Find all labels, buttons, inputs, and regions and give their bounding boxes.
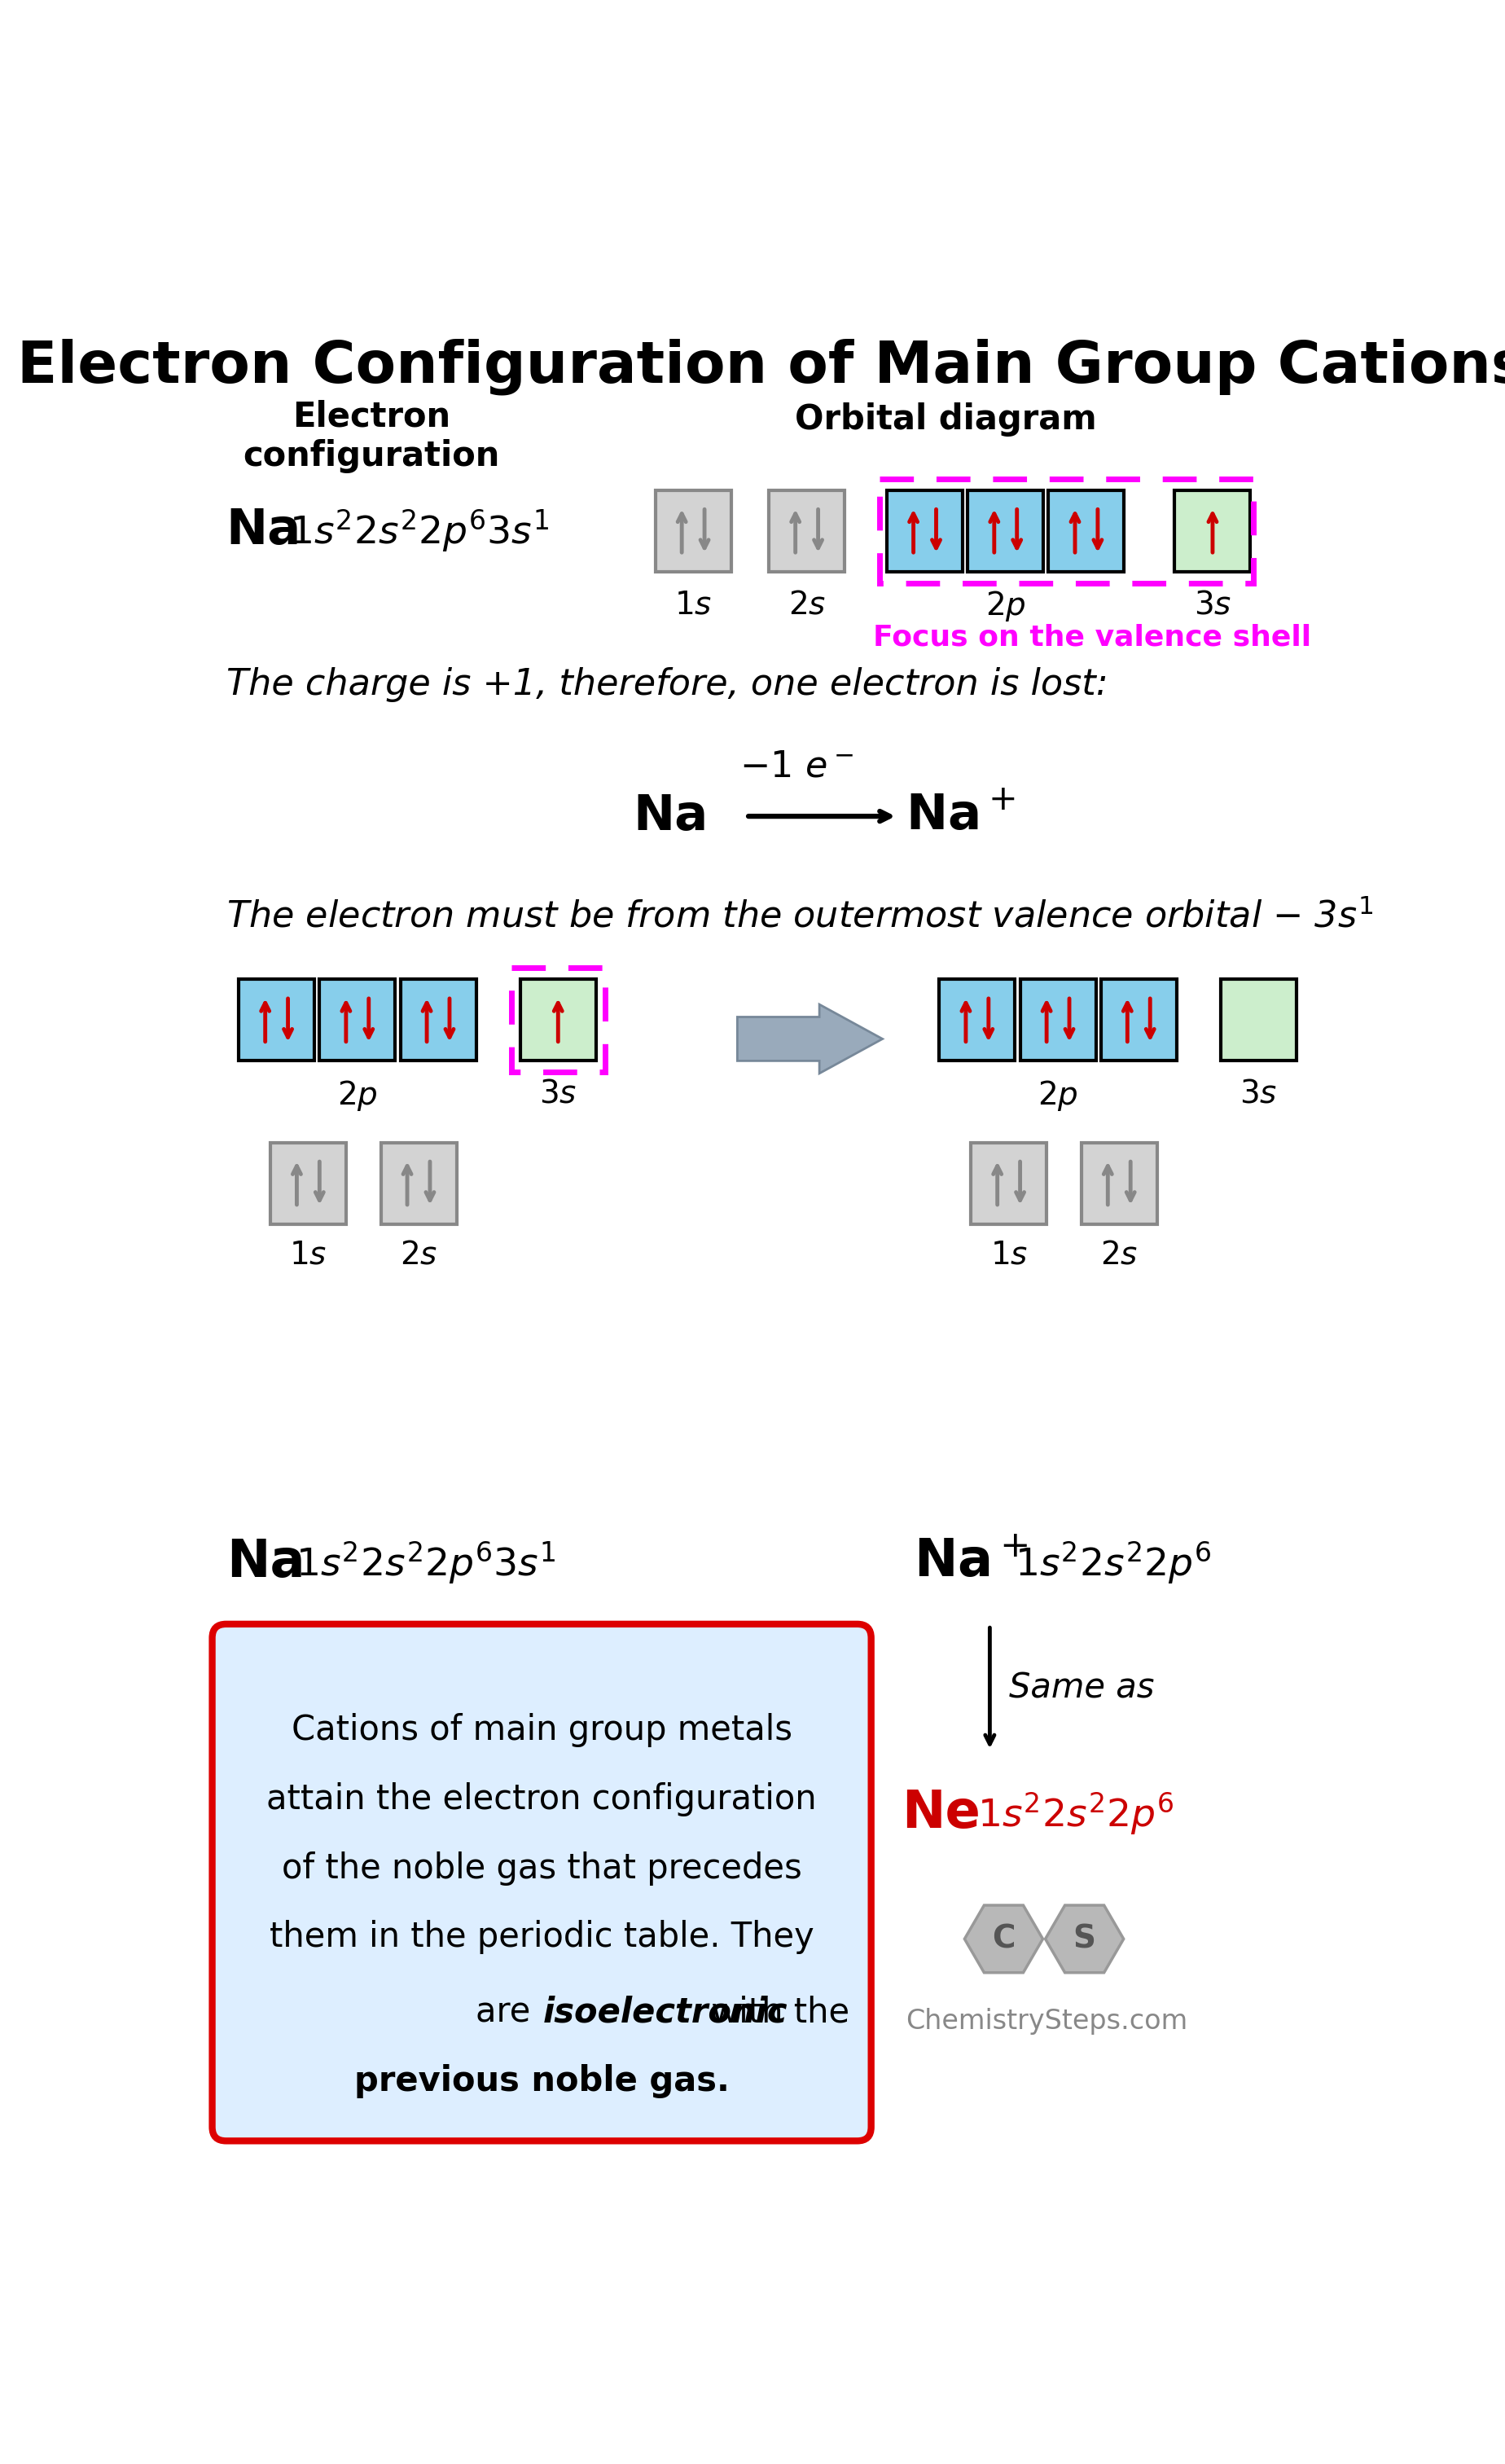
Text: $2p$: $2p$	[1037, 1079, 1078, 1114]
Text: Na$^+$: Na$^+$	[906, 793, 1014, 840]
Text: $3s$: $3s$	[1193, 589, 1231, 621]
Text: $-1\ e^-$: $-1\ e^-$	[739, 749, 853, 784]
Text: $1s^22s^22p^63s^1$: $1s^22s^22p^63s^1$	[289, 508, 549, 554]
Text: The charge is +1, therefore, one electron is lost:: The charge is +1, therefore, one electro…	[226, 668, 1108, 702]
Text: Focus on the valence shell: Focus on the valence shell	[873, 623, 1311, 650]
Text: $2s$: $2s$	[1100, 1239, 1138, 1271]
Text: $2p$: $2p$	[337, 1079, 378, 1114]
Text: Na: Na	[226, 508, 301, 554]
Bar	[1081, 1143, 1156, 1225]
Bar	[939, 978, 1014, 1062]
Bar	[519, 978, 596, 1062]
Bar	[1174, 490, 1249, 572]
Text: Cations of main group metals: Cations of main group metals	[290, 1712, 792, 1747]
Text: isoelectronic: isoelectronic	[543, 1996, 787, 2030]
Text: Same as: Same as	[1008, 1671, 1153, 1705]
Text: ChemistrySteps.com: ChemistrySteps.com	[905, 2008, 1187, 2035]
FancyBboxPatch shape	[212, 1624, 871, 2141]
Text: $1s^22s^22p^6$: $1s^22s^22p^6$	[977, 1791, 1172, 1836]
Bar	[769, 490, 844, 572]
Bar	[512, 968, 605, 1072]
Text: $1s^22s^22p^63s^1$: $1s^22s^22p^63s^1$	[295, 1540, 555, 1587]
Bar	[1047, 490, 1124, 572]
Text: The electron must be from the outermost valence orbital $-$ 3$s^1$: The electron must be from the outermost …	[226, 899, 1373, 934]
Text: Orbital diagram: Orbital diagram	[795, 402, 1096, 436]
Text: $1s^22s^22p^6$: $1s^22s^22p^6$	[1014, 1540, 1212, 1587]
Text: C: C	[992, 1924, 1014, 1954]
Text: Ne: Ne	[901, 1789, 980, 1838]
FancyArrow shape	[737, 1005, 882, 1074]
Bar	[968, 490, 1043, 572]
Text: $1s$: $1s$	[674, 589, 712, 621]
Text: are: are	[476, 1996, 542, 2030]
Bar	[655, 490, 730, 572]
Bar	[239, 978, 315, 1062]
Text: Na: Na	[226, 1538, 304, 1587]
Bar	[1221, 978, 1296, 1062]
Bar	[879, 478, 1252, 584]
Text: Na$^+$: Na$^+$	[914, 1538, 1028, 1587]
Bar	[400, 978, 476, 1062]
Text: attain the electron configuration: attain the electron configuration	[266, 1781, 816, 1816]
Bar	[269, 1143, 346, 1225]
Text: Na: Na	[632, 793, 707, 840]
Text: $2s$: $2s$	[787, 589, 825, 621]
Text: $2p$: $2p$	[984, 589, 1025, 623]
Text: $2s$: $2s$	[400, 1239, 436, 1271]
Bar	[381, 1143, 456, 1225]
Text: of the noble gas that precedes: of the noble gas that precedes	[281, 1850, 801, 1885]
Text: with the: with the	[700, 1996, 849, 2030]
Text: $3s$: $3s$	[1239, 1079, 1276, 1109]
Text: Electron
configuration: Electron configuration	[242, 399, 500, 473]
Text: $1s$: $1s$	[989, 1239, 1026, 1271]
Text: S: S	[1073, 1924, 1096, 1954]
Text: them in the periodic table. They: them in the periodic table. They	[269, 1919, 814, 1954]
Bar	[1019, 978, 1096, 1062]
Text: $3s$: $3s$	[539, 1079, 576, 1109]
Text: $1s$: $1s$	[289, 1239, 327, 1271]
Text: previous noble gas.: previous noble gas.	[354, 2065, 728, 2099]
Text: Electron Configuration of Main Group Cations: Electron Configuration of Main Group Cat…	[17, 338, 1505, 394]
Bar	[319, 978, 394, 1062]
Bar	[971, 1143, 1046, 1225]
Bar	[1100, 978, 1175, 1062]
Bar	[886, 490, 962, 572]
